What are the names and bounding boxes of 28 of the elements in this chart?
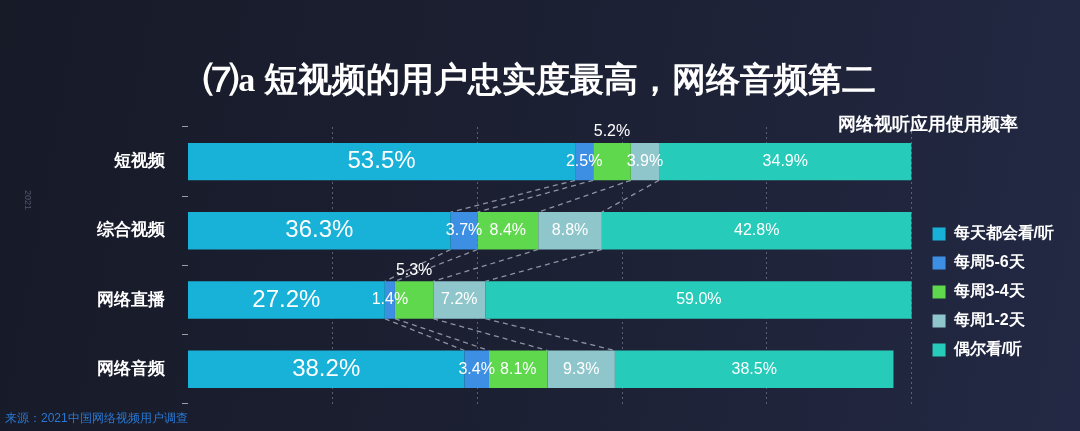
data-label: 9.3%: [563, 359, 600, 377]
data-label: 5.3%: [395, 260, 433, 278]
y-tick-label: 网络直播: [97, 289, 166, 309]
data-label: 38.5%: [731, 359, 777, 377]
legend-label: 偶尔看/听: [952, 340, 1023, 358]
legend-label: 每周3-4天: [952, 282, 1026, 300]
y-tick-label: 综合视频: [96, 220, 166, 240]
data-label: 53.5%: [347, 146, 416, 174]
legend-title: 网络视听应用使用频率: [838, 113, 1018, 136]
data-label: 8.8%: [551, 221, 589, 239]
data-label: 59.0%: [676, 290, 722, 308]
data-label: 38.2%: [292, 353, 361, 381]
data-label: 8.1%: [500, 359, 537, 377]
y-tick-label: 短视频: [113, 151, 166, 171]
source-note: 来源：2021中国网络视频用户调查: [5, 410, 188, 426]
data-label: 5.2%: [593, 122, 631, 140]
chart-title: ⑺a 短视频的用户忠实度最高，网络音频第二: [202, 60, 877, 100]
legend-label: 每周1-2天: [952, 311, 1026, 329]
data-label: 36.3%: [285, 215, 354, 243]
y-tick-label: 网络音频: [97, 358, 166, 378]
data-label: 27.2%: [252, 284, 321, 312]
legend-label: 每周5-6天: [952, 253, 1026, 271]
data-label: 42.8%: [734, 221, 780, 239]
legend-label: 每天都会看/听: [952, 224, 1055, 242]
data-label: 34.9%: [762, 152, 808, 170]
data-label: 8.4%: [489, 221, 527, 239]
text: 2021: [22, 190, 34, 211]
data-label: 7.2%: [441, 290, 478, 308]
